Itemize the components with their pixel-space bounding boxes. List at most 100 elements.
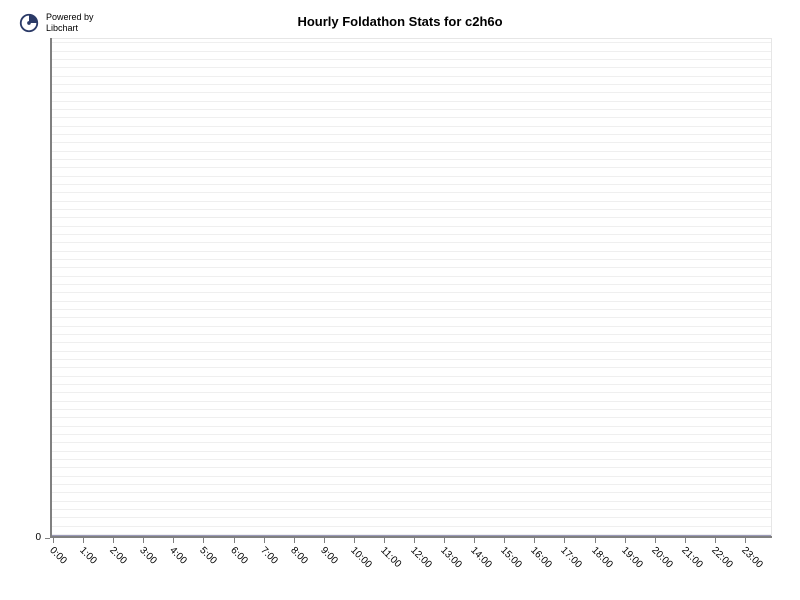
grid-line: [50, 334, 772, 335]
grid-line: [50, 517, 772, 518]
y-axis-line: [50, 38, 52, 538]
grid-line: [50, 159, 772, 160]
grid-line: [50, 417, 772, 418]
x-tick-label: 20:00: [649, 545, 674, 570]
grid-line: [50, 59, 772, 60]
x-tick-label: 11:00: [378, 545, 403, 570]
grid-line: [50, 317, 772, 318]
grid-line: [50, 376, 772, 377]
grid-line: [50, 242, 772, 243]
grid-line: [50, 309, 772, 310]
grid-line: [50, 284, 772, 285]
x-axis-line: [50, 536, 772, 538]
x-tick-label: 2:00: [107, 545, 129, 567]
grid-line: [50, 76, 772, 77]
grid-line: [50, 234, 772, 235]
x-tick-mark: [504, 538, 505, 543]
x-tick-label: 18:00: [589, 545, 614, 570]
y-tick-mark: [45, 538, 50, 539]
grid-line: [50, 251, 772, 252]
plot-background: [50, 38, 772, 538]
chart-plot-area: [50, 38, 772, 538]
x-tick-label: 15:00: [498, 545, 523, 570]
grid-line: [50, 442, 772, 443]
x-tick-mark: [384, 538, 385, 543]
grid-line: [50, 167, 772, 168]
grid-line: [50, 509, 772, 510]
x-tick-mark: [474, 538, 475, 543]
x-tick-label: 12:00: [408, 545, 433, 570]
grid-line: [50, 192, 772, 193]
x-tick-mark: [655, 538, 656, 543]
grid-line: [50, 434, 772, 435]
grid-line: [50, 176, 772, 177]
grid-line: [50, 276, 772, 277]
grid-line: [50, 259, 772, 260]
grid-line: [50, 492, 772, 493]
x-tick-mark: [113, 538, 114, 543]
x-tick-mark: [53, 538, 54, 543]
grid-line: [50, 267, 772, 268]
x-tick-label: 17:00: [559, 545, 584, 570]
grid-line: [50, 526, 772, 527]
grid-line: [50, 467, 772, 468]
grid-line: [50, 367, 772, 368]
grid-line: [50, 209, 772, 210]
x-tick-label: 8:00: [288, 545, 310, 567]
x-tick-label: 1:00: [77, 545, 99, 567]
grid-line: [50, 326, 772, 327]
grid-line: [50, 342, 772, 343]
x-tick-mark: [564, 538, 565, 543]
chart-title: Hourly Foldathon Stats for c2h6o: [0, 14, 800, 29]
grid-line: [50, 201, 772, 202]
x-tick-label: 13:00: [438, 545, 463, 570]
grid-line: [50, 351, 772, 352]
x-tick-mark: [534, 538, 535, 543]
x-tick-label: 21:00: [679, 545, 704, 570]
grid-line: [50, 476, 772, 477]
x-tick-label: 16:00: [529, 545, 554, 570]
x-tick-label: 4:00: [168, 545, 190, 567]
x-tick-label: 22:00: [709, 545, 734, 570]
grid-line: [50, 292, 772, 293]
x-tick-mark: [745, 538, 746, 543]
x-tick-mark: [203, 538, 204, 543]
x-tick-label: 23:00: [739, 545, 764, 570]
grid-line: [50, 501, 772, 502]
grid-line: [50, 126, 772, 127]
x-tick-label: 10:00: [348, 545, 373, 570]
grid-line: [50, 384, 772, 385]
grid-line: [50, 42, 772, 43]
grid-line: [50, 392, 772, 393]
grid-line: [50, 51, 772, 52]
grid-line: [50, 451, 772, 452]
x-tick-mark: [685, 538, 686, 543]
y-tick-label: 0: [0, 532, 41, 543]
chart-container: Powered by Libchart Hourly Foldathon Sta…: [0, 0, 800, 600]
x-tick-label: 3:00: [137, 545, 159, 567]
grid-line: [50, 109, 772, 110]
x-tick-label: 7:00: [258, 545, 280, 567]
x-tick-mark: [294, 538, 295, 543]
grid-line: [50, 92, 772, 93]
x-tick-mark: [83, 538, 84, 543]
grid-line: [50, 151, 772, 152]
grid-line: [50, 134, 772, 135]
x-tick-mark: [324, 538, 325, 543]
grid-line: [50, 67, 772, 68]
grid-line: [50, 301, 772, 302]
x-tick-mark: [595, 538, 596, 543]
grid-line: [50, 359, 772, 360]
grid-line: [50, 142, 772, 143]
x-tick-mark: [264, 538, 265, 543]
grid-line: [50, 217, 772, 218]
x-tick-label: 5:00: [198, 545, 220, 567]
x-tick-mark: [625, 538, 626, 543]
grid-line: [50, 226, 772, 227]
grid-line: [50, 101, 772, 102]
x-tick-label: 6:00: [228, 545, 250, 567]
grid-line: [50, 401, 772, 402]
grid-line: [50, 184, 772, 185]
grid-line: [50, 426, 772, 427]
x-tick-mark: [143, 538, 144, 543]
